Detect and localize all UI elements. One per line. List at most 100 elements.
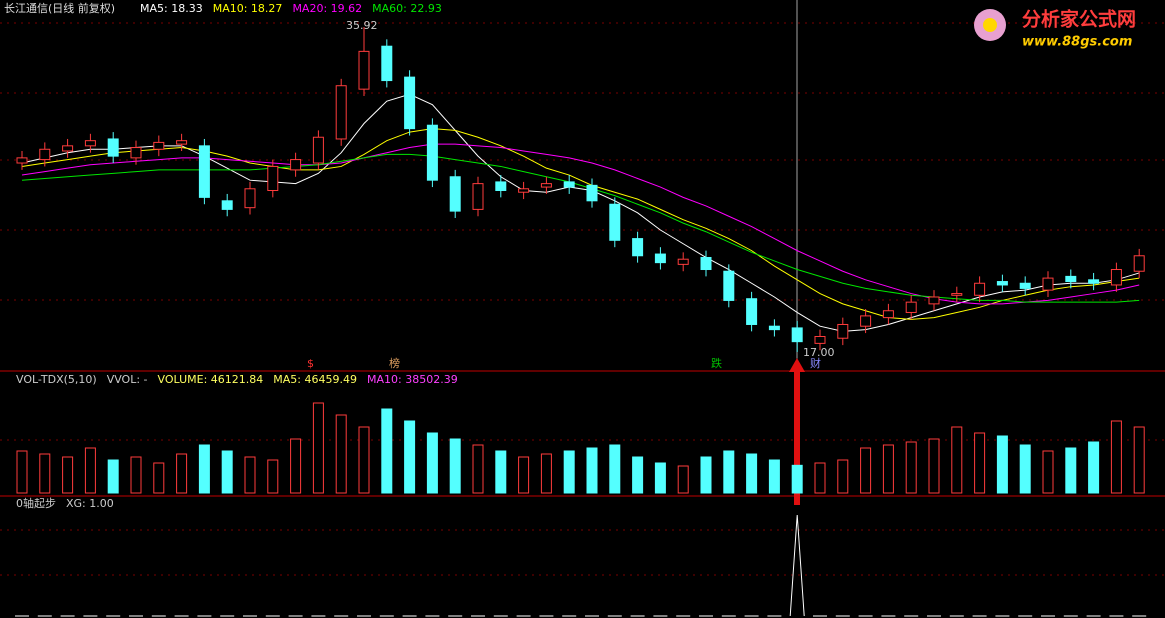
candle-body bbox=[905, 301, 917, 313]
candle-body bbox=[518, 188, 530, 193]
volume-bar bbox=[1019, 444, 1031, 494]
ma-line bbox=[21, 93, 1140, 332]
volume-bar bbox=[609, 444, 621, 494]
candle-body bbox=[221, 200, 233, 210]
candle-body bbox=[130, 147, 142, 159]
logo-title: 分析家公式网 bbox=[1022, 8, 1136, 31]
volume-bar bbox=[84, 447, 96, 494]
volume-bar bbox=[791, 464, 803, 494]
candle-body bbox=[609, 203, 621, 241]
candle-body bbox=[654, 253, 666, 264]
volume-bar bbox=[39, 453, 51, 494]
stock-title: 长江通信(日线 前复权) bbox=[4, 1, 115, 15]
candle-body bbox=[198, 145, 210, 198]
volume-bar bbox=[472, 444, 484, 494]
volume-bar bbox=[586, 447, 598, 494]
event-marker: 榜 bbox=[389, 356, 400, 370]
candle-body bbox=[495, 181, 507, 191]
candle-body bbox=[290, 159, 302, 171]
candle-body bbox=[244, 188, 256, 209]
candle-body bbox=[449, 176, 461, 212]
candle-body bbox=[586, 184, 598, 202]
volume-bar bbox=[677, 465, 689, 494]
candle-body bbox=[1019, 282, 1031, 289]
volume-bar bbox=[153, 462, 165, 494]
volume-bar bbox=[130, 456, 142, 494]
candle-body bbox=[677, 258, 689, 265]
candle-body bbox=[723, 270, 735, 301]
candle-body bbox=[1133, 255, 1145, 272]
volume-bar bbox=[449, 438, 461, 494]
volume-bar bbox=[654, 462, 666, 494]
volume-bar bbox=[563, 450, 575, 494]
volume-bar bbox=[107, 459, 119, 494]
candle-body bbox=[540, 183, 552, 188]
volume-bar bbox=[951, 426, 963, 494]
volume-bar bbox=[62, 456, 74, 494]
high-label: 35.92 bbox=[346, 19, 378, 32]
candle-body bbox=[1065, 275, 1077, 283]
candle-body bbox=[996, 281, 1008, 286]
candle-body bbox=[768, 325, 780, 331]
volume-bar bbox=[267, 459, 279, 494]
volume-bar bbox=[404, 420, 416, 494]
candle-body bbox=[860, 315, 872, 327]
volume-bar bbox=[882, 444, 894, 494]
candle-body bbox=[974, 282, 986, 296]
legend-label: 0轴起步 bbox=[16, 496, 56, 510]
candle-body bbox=[746, 298, 758, 325]
candle-body bbox=[358, 50, 370, 90]
volume-bar bbox=[1110, 420, 1122, 494]
candle-body bbox=[16, 157, 28, 164]
candle-body bbox=[381, 45, 393, 82]
volume-bar bbox=[540, 453, 552, 494]
candle-body bbox=[153, 141, 165, 150]
candle-body bbox=[404, 76, 416, 130]
volume-bar bbox=[905, 441, 917, 494]
legend-label: XG: 1.00 bbox=[66, 497, 114, 510]
volume-bar bbox=[335, 414, 347, 494]
candle-body bbox=[39, 148, 51, 161]
logo: 分析家公式网 www.88gs.com bbox=[974, 8, 1136, 50]
candle-body bbox=[107, 138, 119, 157]
ma-line bbox=[21, 128, 1140, 320]
volume-bar bbox=[996, 435, 1008, 494]
volume-bar bbox=[176, 453, 188, 494]
ma-line bbox=[21, 153, 1140, 303]
candle-body bbox=[84, 140, 96, 147]
volume-bar bbox=[1088, 441, 1100, 494]
volume-bar bbox=[16, 450, 28, 494]
volume-bar bbox=[860, 447, 872, 494]
volume-bar bbox=[1065, 447, 1077, 494]
volume-bar bbox=[700, 456, 712, 494]
volume-bar bbox=[221, 450, 233, 494]
volume-bar bbox=[198, 444, 210, 494]
volume-bar bbox=[426, 432, 438, 494]
volume-bar bbox=[632, 456, 644, 494]
candle-body bbox=[951, 293, 963, 296]
candle-body bbox=[700, 256, 712, 271]
legend-label: MA60: 22.93 bbox=[372, 2, 442, 15]
candle-body bbox=[791, 327, 803, 343]
candle-body bbox=[1088, 279, 1100, 284]
legend-label: MA10: 18.27 bbox=[213, 2, 283, 15]
candle-body bbox=[928, 296, 940, 305]
volume-bar bbox=[723, 450, 735, 494]
volume-bar bbox=[746, 453, 758, 494]
volume-bar bbox=[290, 438, 302, 494]
candle-body bbox=[1110, 269, 1122, 286]
volume-bar bbox=[1133, 426, 1145, 494]
candle-body bbox=[312, 136, 324, 164]
candle-body bbox=[176, 140, 188, 145]
volume-bar bbox=[837, 459, 849, 494]
volume-bar bbox=[312, 402, 324, 494]
volume-bar bbox=[928, 438, 940, 494]
ma-line bbox=[21, 143, 1140, 305]
volume-bar bbox=[518, 456, 530, 494]
volume-bar bbox=[814, 462, 826, 494]
event-marker: 财 bbox=[810, 356, 821, 370]
volume-bar bbox=[974, 432, 986, 494]
legend-label: VOLUME: 46121.84 bbox=[158, 373, 264, 386]
